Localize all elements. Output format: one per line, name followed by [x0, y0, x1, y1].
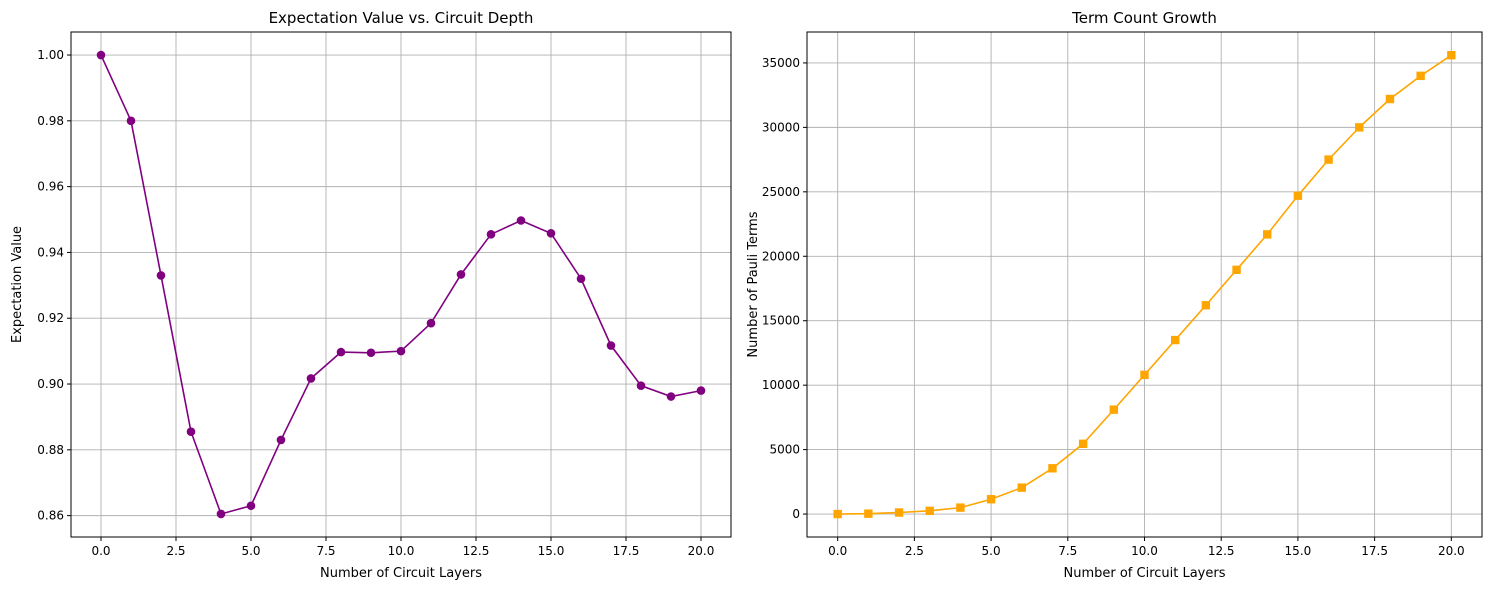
data-point: [1170, 335, 1180, 345]
data-point: [833, 509, 842, 519]
y-tick-label: 25000: [762, 185, 800, 199]
y-tick-label: 15000: [762, 314, 800, 328]
data-point: [576, 274, 586, 284]
data-point: [864, 509, 873, 518]
y-tick-label: 0.92: [37, 311, 64, 325]
data-point: [306, 374, 316, 383]
data-point: [636, 381, 646, 390]
y-tick-label: 0.96: [37, 180, 64, 194]
y-axis-label: Number of Pauli Terms: [746, 211, 761, 357]
data-point: [126, 116, 136, 126]
data-point: [1140, 370, 1149, 380]
x-tick-label: 5.0: [241, 544, 260, 558]
x-tick-label: 2.5: [166, 544, 185, 558]
chart-term-count: 0.0 2.5 5.0 7.5 10.0 12.5 15.0 17.5 20.0 0 5000 100…: [746, 9, 1483, 581]
y-tick-label: 10000: [762, 378, 800, 392]
data-point: [986, 495, 996, 504]
data-point: [246, 501, 256, 511]
x-tick-label: 0.0: [828, 544, 847, 558]
x-tick-label: 15.0: [1285, 544, 1312, 558]
data-point: [546, 229, 556, 238]
y-tick-label: 0.86: [37, 509, 64, 523]
x-tick-label: 7.5: [1058, 544, 1077, 558]
data-point: [216, 509, 226, 519]
y-tick-label: 1.00: [37, 48, 64, 62]
data-point: [336, 347, 346, 357]
data-point: [1232, 265, 1241, 275]
data-point: [666, 392, 676, 401]
data-point: [1447, 51, 1456, 60]
x-tick-label: 15.0: [538, 544, 565, 558]
x-tick-label: 7.5: [316, 544, 335, 558]
y-tick-label: 0.88: [37, 443, 64, 457]
x-tick-label: 17.5: [1361, 544, 1388, 558]
data-point: [1293, 191, 1303, 200]
y-tick-label: 0: [792, 507, 800, 521]
data-point: [1416, 71, 1425, 81]
data-point: [1078, 439, 1088, 449]
y-tick-label: 0.94: [37, 245, 64, 259]
x-tick-label: 0.0: [91, 544, 110, 558]
x-axis-label: Number of Circuit Layers: [1063, 566, 1225, 581]
data-point: [696, 386, 706, 395]
x-tick-label: 12.5: [463, 544, 490, 558]
data-point: [1017, 483, 1026, 492]
y-tick-label: 30000: [762, 120, 800, 134]
data-point: [894, 508, 904, 517]
x-tick-label: 5.0: [982, 544, 1001, 558]
chart-expectation-value: 0.0 2.5 5.0 7.5 10.0 12.5 15.0 17.5 20.0 0.86 0.88…: [10, 9, 732, 581]
x-tick-label: 10.0: [1131, 544, 1158, 558]
data-point: [96, 50, 106, 60]
y-tick-label: 0.90: [37, 377, 64, 391]
data-point: [276, 435, 286, 445]
data-point: [1048, 464, 1057, 473]
data-point: [486, 230, 496, 239]
y-tick-label: 0.98: [37, 114, 64, 128]
data-point: [1324, 155, 1333, 164]
data-point: [1201, 301, 1211, 310]
y-tick-label: 20000: [762, 249, 800, 263]
data-point: [396, 346, 406, 356]
data-point: [1109, 405, 1119, 414]
data-point: [426, 318, 436, 328]
y-axis-label: Expectation Value: [10, 226, 25, 343]
chart-title: Expectation Value vs. Circuit Depth: [269, 9, 534, 27]
data-point: [1355, 123, 1364, 132]
x-tick-label: 12.5: [1208, 544, 1235, 558]
data-point: [156, 271, 166, 280]
data-point: [925, 506, 934, 516]
data-point: [956, 503, 965, 512]
data-point: [186, 427, 196, 437]
x-tick-label: 20.0: [1438, 544, 1465, 558]
data-point: [1385, 94, 1395, 104]
x-tick-label: 2.5: [905, 544, 924, 558]
data-point: [456, 270, 466, 279]
x-tick-label: 17.5: [613, 544, 640, 558]
data-point: [366, 348, 376, 358]
x-axis-label: Number of Circuit Layers: [320, 566, 482, 581]
y-tick-label: 5000: [769, 443, 800, 457]
y-tick-label: 35000: [762, 56, 800, 70]
data-point: [1263, 230, 1272, 239]
x-tick-label: 10.0: [388, 544, 415, 558]
x-tick-label: 20.0: [688, 544, 715, 558]
chart-title: Term Count Growth: [1071, 9, 1217, 27]
data-point: [606, 341, 616, 350]
data-point: [516, 216, 526, 225]
